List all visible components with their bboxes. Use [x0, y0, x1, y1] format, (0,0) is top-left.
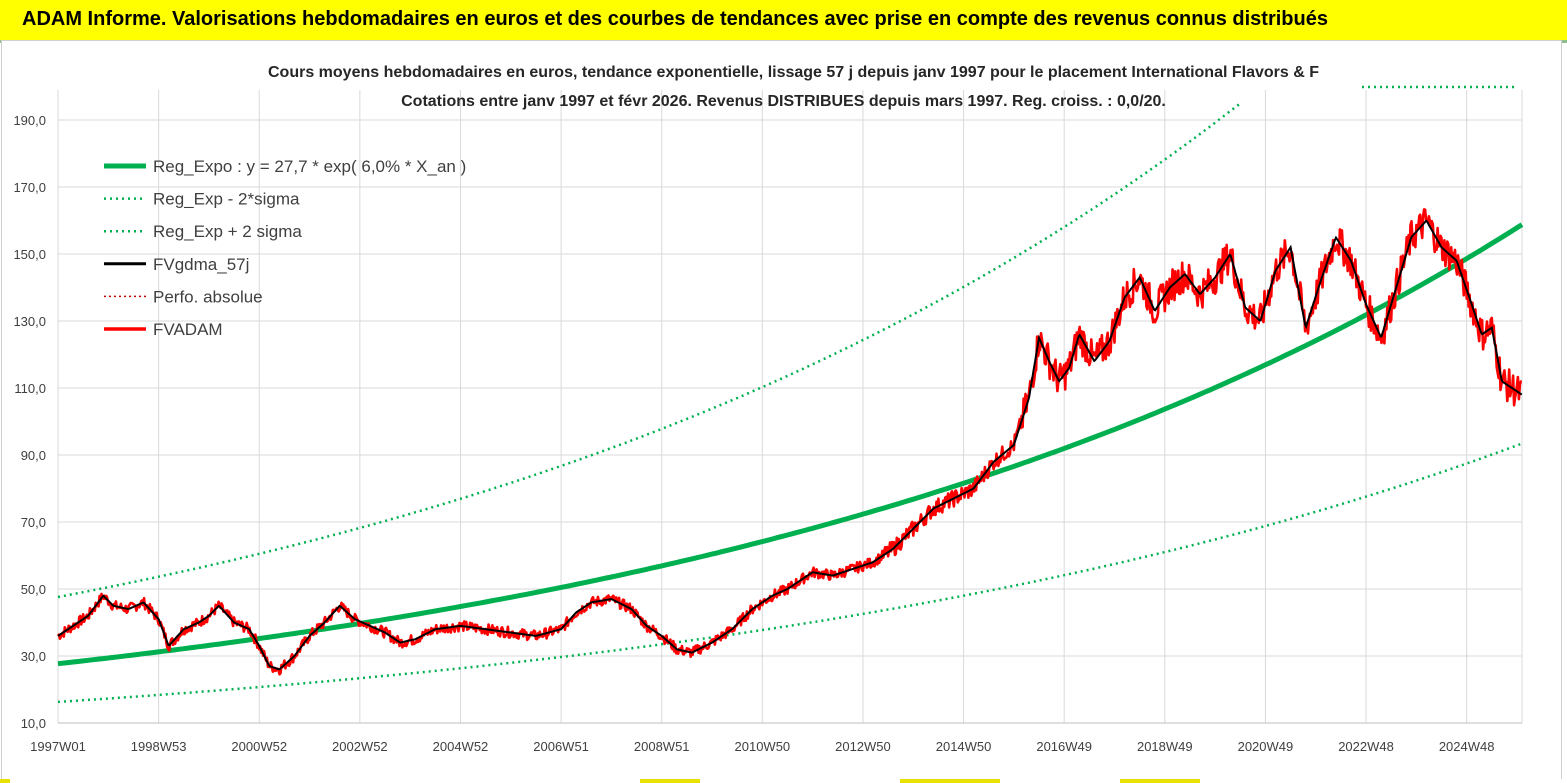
reg-expo-line — [57, 222, 1524, 667]
x-tick-label: 2004W52 — [433, 739, 489, 754]
x-tick-label: 2000W52 — [231, 739, 287, 754]
legend-label: FVADAM — [153, 320, 223, 339]
chart-title-line2: Cotations entre janv 1997 et févr 2026. … — [401, 93, 1166, 110]
legend-label: Reg_Exp - 2*sigma — [153, 190, 300, 209]
chart-frame — [1, 40, 1562, 780]
x-tick-label: 1997W01 — [30, 739, 86, 754]
y-tick-label: 90,0 — [21, 448, 46, 463]
legend-label: Perfo. absolue — [153, 287, 263, 306]
x-tick-label: 2020W49 — [1238, 739, 1294, 754]
fvadam-line — [56, 208, 1523, 676]
y-tick-label: 30,0 — [21, 649, 46, 664]
x-tick-label: 2024W48 — [1439, 739, 1495, 754]
y-tick-label: 110,0 — [14, 381, 46, 396]
y-tick-label: 130,0 — [13, 314, 46, 329]
y-tick-label: 150,0 — [13, 247, 46, 262]
y-tick-label: 170,0 — [13, 180, 46, 195]
reg-exp-minus-2sigma-line — [57, 442, 1523, 704]
legend-label: Reg_Exp + 2 sigma — [153, 222, 302, 241]
y-tick-label: 190,0 — [13, 113, 46, 128]
reg-exp-plus-2sigma-line — [57, 102, 1242, 599]
x-tick-label: 2022W48 — [1338, 739, 1394, 754]
x-tick-label: 2008W51 — [634, 739, 690, 754]
legend-label: Reg_Expo : y = 27,7 * exp( 6,0% * X_an ) — [153, 157, 466, 176]
x-tick-label: 2006W51 — [533, 739, 589, 754]
chart-title-line1: Cours moyens hebdomadaires en euros, ten… — [268, 64, 1319, 81]
y-tick-label: 10,0 — [21, 716, 46, 731]
x-tick-label: 2010W50 — [735, 739, 791, 754]
bottom-strip — [0, 779, 1567, 783]
legend-label: FVgdma_57j — [153, 255, 249, 274]
x-tick-label: 2014W50 — [936, 739, 992, 754]
x-tick-label: 2016W49 — [1036, 739, 1092, 754]
page-title: ADAM Informe. Valorisations hebdomadaire… — [22, 8, 1328, 30]
x-tick-label: 2002W52 — [332, 739, 388, 754]
x-tick-label: 1998W53 — [131, 739, 187, 754]
header-banner: ADAM Informe. Valorisations hebdomadaire… — [0, 0, 1567, 40]
y-tick-label: 50,0 — [21, 582, 46, 597]
fvgdma-line — [57, 219, 1523, 671]
y-tick-label: 70,0 — [21, 515, 46, 530]
x-tick-label: 2018W49 — [1137, 739, 1193, 754]
x-tick-label: 2012W50 — [835, 739, 891, 754]
